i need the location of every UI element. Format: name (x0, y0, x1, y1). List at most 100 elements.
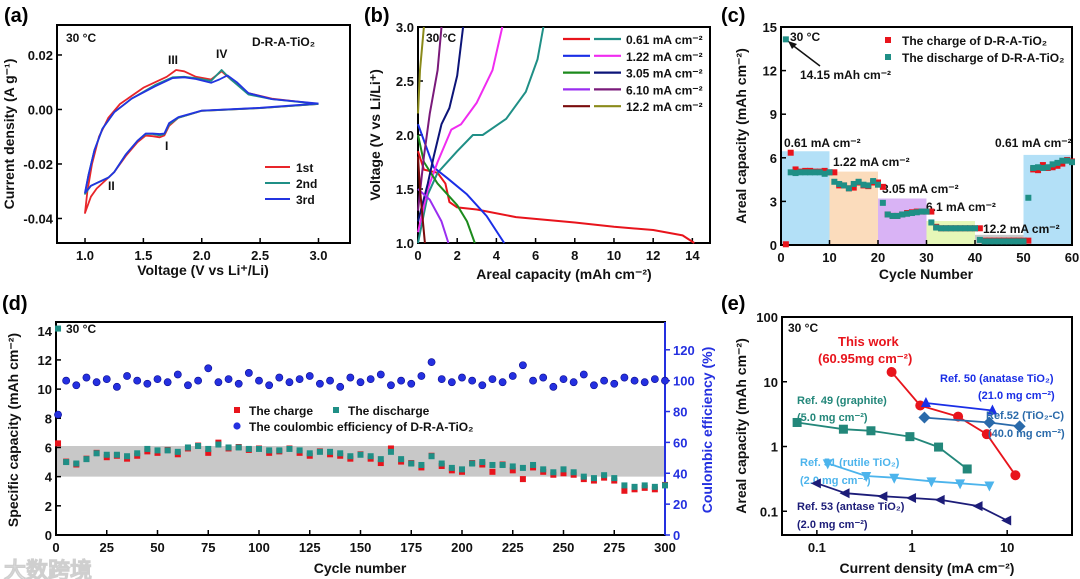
d-ce-marker (468, 376, 477, 385)
d-xtick-label: 75 (201, 540, 215, 555)
b-ytick-label: 2.0 (396, 128, 414, 143)
d-ce-marker (214, 378, 223, 387)
e-marker-triangle-left (877, 491, 888, 502)
d-discharge-marker (590, 475, 597, 482)
c-marker-discharge (884, 211, 891, 218)
d-legend-label: The coulombic efficiency of D-R-A-TiO₂ (249, 420, 473, 434)
d-discharge-marker (519, 464, 526, 471)
a-legend-label: 3rd (296, 193, 315, 207)
c-rate-band-label: 0.61 mA cm⁻² (784, 136, 861, 150)
e-xtick-label: 10 (1000, 540, 1014, 555)
c-marker-discharge (1035, 164, 1042, 171)
d-discharge-marker (113, 451, 120, 458)
d-discharge-marker (83, 456, 90, 463)
panel-d-label: (d) (2, 293, 28, 315)
d-xtick-label: 175 (400, 540, 422, 555)
d-discharge-marker (205, 445, 212, 452)
d-charge-marker (489, 468, 496, 475)
c-ytick-label: 6 (770, 151, 777, 166)
d-discharge-marker (469, 460, 476, 467)
b-legend-label: 12.2 mA cm⁻² (626, 100, 703, 114)
e-marker-triangle-down (984, 481, 995, 492)
d-ce-marker (102, 375, 111, 384)
e-series-label: Ref. 53 (antase TiO₂) (797, 501, 905, 513)
c-temperature: 30 °C (790, 30, 820, 44)
c-marker-discharge (981, 238, 988, 245)
c-ylabel: Areal capacity (mAh cm⁻²) (733, 48, 749, 223)
d-ce-marker (224, 375, 233, 384)
d-ce-marker (630, 376, 639, 385)
c-legend-label: The charge of D-R-A-TiO₂ (902, 34, 1047, 48)
d-y2tick-label: 20 (673, 497, 687, 512)
d-discharge-marker (134, 450, 141, 457)
e-ytick-label: 100 (756, 310, 778, 325)
d-xtick-label: 150 (350, 540, 372, 555)
d-discharge-marker (184, 444, 191, 451)
e-marker-triangle-down (926, 477, 937, 488)
c-marker-discharge (942, 225, 949, 232)
c-rate-band-label: 0.61 mA cm⁻² (995, 136, 1072, 150)
b-ylabel: Voltage (V vs Li/Li⁺) (367, 69, 383, 201)
d-xtick-label: 200 (451, 540, 473, 555)
e-plot-frame (781, 316, 1073, 536)
c-marker-discharge (889, 212, 896, 219)
c-legend-marker (885, 37, 891, 43)
c-marker-discharge (797, 169, 804, 176)
c-xtick-label: 40 (968, 250, 982, 265)
c-marker-discharge (850, 180, 857, 187)
e-marker-square (934, 442, 944, 452)
d-charge-marker (519, 476, 526, 483)
e-marker-triangle-left (934, 494, 945, 505)
d-ce-marker (549, 382, 558, 391)
a-legend-label: 2nd (296, 177, 317, 191)
c-xtick-label: 0 (777, 250, 784, 265)
d-ce-marker (82, 373, 91, 382)
c-marker-charge (787, 149, 794, 156)
c-marker-charge (976, 225, 983, 232)
d-ce-marker (376, 370, 385, 379)
d-ce-marker (508, 372, 517, 380)
c-ytick-label: 12 (763, 64, 777, 79)
c-marker-discharge (913, 209, 920, 216)
d-y2tick-label: 80 (673, 405, 687, 420)
d-ce-marker (133, 376, 142, 385)
d-ytick-label: 0 (45, 528, 52, 543)
d-y2tick-label: 40 (673, 466, 687, 481)
c-marker-discharge (821, 170, 828, 177)
b-curve-6-10-charge (417, 26, 443, 211)
e-series-note: (21.0 mg cm⁻²) (978, 390, 1055, 402)
d-xtick-label: 300 (654, 540, 676, 555)
d-discharge-marker (225, 444, 232, 451)
e-series-label: This work (838, 334, 899, 349)
c-rate-band-label: 1.22 mA cm⁻² (833, 155, 910, 169)
e-ytick-label: 10 (764, 375, 778, 390)
d-ytick-label: 6 (45, 440, 52, 455)
b-xtick-label: 14 (685, 248, 700, 263)
d-ytick-label: 4 (45, 470, 53, 485)
e-marker-square (905, 432, 915, 442)
b-temperature: 30 °C (426, 31, 456, 45)
d-discharge-marker (570, 469, 577, 476)
e-series-label: Ref.52 (TiO₂-C) (986, 410, 1064, 422)
e-marker-circle (915, 400, 926, 411)
d-discharge-marker (276, 447, 283, 454)
b-ytick-label: 1.0 (396, 236, 414, 251)
c-marker-discharge (1059, 157, 1066, 164)
d-ce-marker (387, 381, 395, 390)
b-legend-label: 6.10 mA cm⁻² (626, 83, 703, 97)
e-marker-circle (1010, 470, 1021, 481)
a-ytick-label: 0.02 (28, 48, 53, 63)
d-ce-marker (458, 373, 466, 382)
watermark: 大数跨境 (4, 558, 92, 579)
c-marker-discharge (1001, 238, 1008, 245)
c-legend-label: The discharge of D-R-A-TiO₂ (902, 51, 1064, 65)
d-ytick-label: 8 (45, 411, 52, 426)
a-legend-label: 1st (296, 161, 313, 175)
c-xtick-label: 50 (1016, 250, 1030, 265)
e-temperature: 30 °C (788, 321, 818, 335)
d-ce-marker (610, 379, 619, 388)
c-marker-discharge (928, 219, 935, 226)
d-discharge-marker (63, 459, 70, 466)
a-xtick-label: 3.0 (309, 248, 327, 263)
c-rate-band-label: 3.05 mA cm⁻² (882, 182, 959, 196)
